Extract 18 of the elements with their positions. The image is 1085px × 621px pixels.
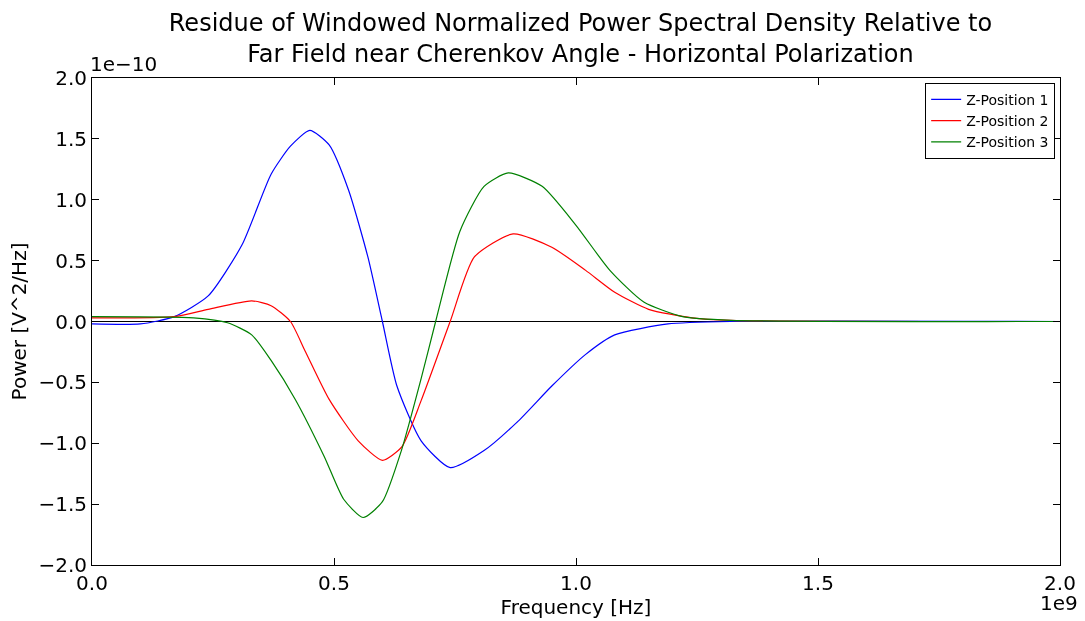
y-tick-label: 0.0 [55, 309, 87, 334]
text: 1e−10 [90, 52, 158, 76]
y-tick-label: −1.5 [38, 492, 87, 517]
y-tick-label: 1.0 [55, 187, 87, 212]
y-tick-label: 1.5 [55, 126, 87, 151]
x-tick-label: 1.0 [560, 571, 592, 595]
legend-label: Z-Position 2 [966, 113, 1049, 130]
x-tick-label: 0.5 [318, 571, 350, 595]
y-tick-label: −1.0 [38, 431, 87, 456]
x-axis-title: Frequency [Hz] [500, 595, 652, 619]
y-tick-label: 0.5 [55, 248, 87, 273]
y-tick-label: −0.5 [38, 370, 87, 395]
x-tick-label: 1.5 [802, 571, 834, 595]
legend-label: Z-Position 3 [966, 134, 1049, 151]
y-tick-label: 2.0 [55, 66, 87, 90]
legend-label: Z-Position 1 [966, 91, 1049, 108]
chart-title: Residue of Windowed Normalized Power Spectral Density Relative to Far Field near Cherenkov Angle - Horizontal Polarization [168, 9, 993, 69]
y-axis-title: Power [V^2/Hz] [6, 242, 31, 401]
